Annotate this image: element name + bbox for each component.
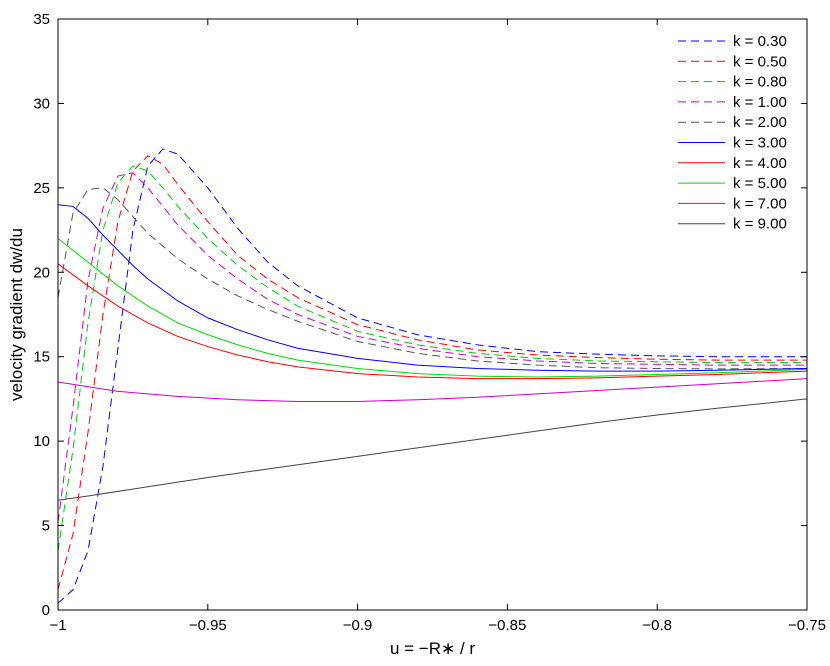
x-tick-label: −0.95 [189, 617, 227, 634]
y-tick-label: 35 [33, 11, 50, 28]
x-tick-label: −0.85 [488, 617, 526, 634]
series-line-2 [57, 165, 807, 551]
y-tick-label: 15 [33, 349, 50, 366]
plot-frame [57, 18, 808, 611]
series-layer [57, 148, 808, 604]
series-line-7 [57, 238, 808, 378]
ticks-layer: −1 −0.95 −0.9 −0.85 −0.8 −0.75 0 5 10 15 20 25 30 35 [33, 11, 826, 634]
legend-label: k = 9.00 [733, 216, 787, 233]
y-tick-label: 30 [33, 95, 50, 112]
x-tick-label: −0.75 [788, 617, 826, 634]
y-tick-label: 25 [33, 180, 50, 197]
x-tick-label: −0.9 [343, 617, 373, 634]
x-tick-label: −1 [49, 617, 66, 634]
y-tick-label: 20 [33, 264, 50, 281]
legend-label: k = 2.00 [733, 114, 787, 131]
legend-label: k = 3.00 [733, 135, 787, 152]
legend-label: k = 0.30 [733, 33, 787, 50]
series-line-6 [57, 263, 808, 380]
y-tick-label: 0 [42, 602, 50, 619]
series-line-8 [57, 378, 808, 402]
series-line-3 [57, 172, 807, 523]
legend-label: k = 0.50 [733, 53, 787, 70]
legend-label: k = 0.80 [733, 74, 787, 91]
legend-label: k = 7.00 [733, 195, 787, 212]
series-line-0 [57, 148, 807, 604]
series-line-4 [57, 187, 808, 370]
legend-label: k = 5.00 [733, 175, 787, 192]
y-tick-label: 10 [33, 433, 50, 450]
y-tick-label: 5 [42, 518, 50, 535]
x-axis-label: u = −R∗ / r [390, 639, 475, 658]
legend: k = 0.30 k = 0.50 k = 0.80 k = 1.00 k = 2.00… [678, 33, 787, 233]
x-tick-label: −0.8 [642, 617, 672, 634]
series-line-5 [57, 204, 808, 372]
legend-label: k = 4.00 [733, 155, 787, 172]
y-axis-label: velocity gradient dw/du [7, 228, 26, 401]
series-line-9 [57, 398, 808, 501]
legend-label: k = 1.00 [733, 94, 787, 111]
